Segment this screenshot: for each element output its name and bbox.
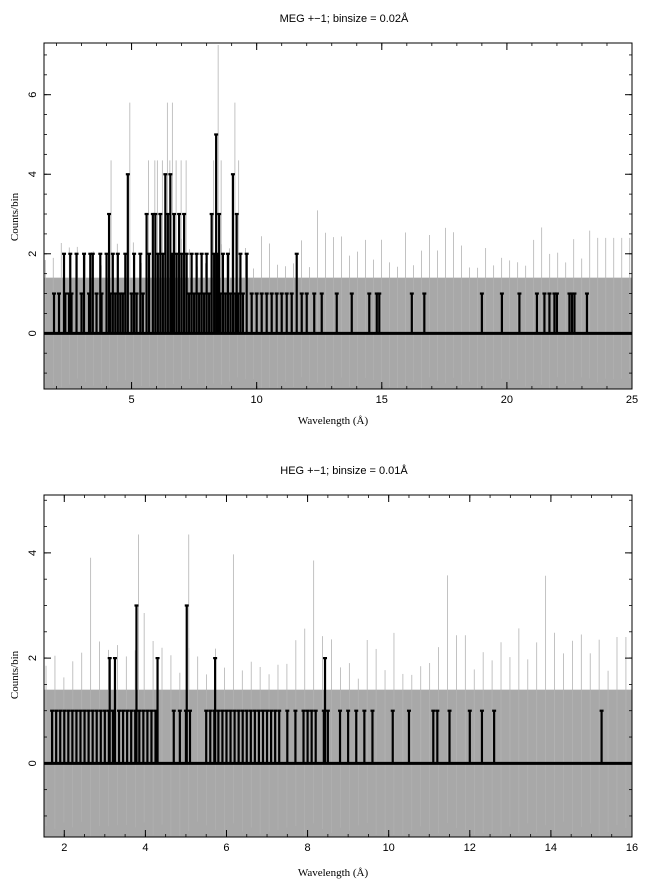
meg-y-tick-label: 6 (27, 92, 39, 98)
heg-plot-frame (43, 494, 633, 838)
meg-chart-title: MEG +−1; binsize = 0.02Å (280, 12, 409, 25)
heg-x-tick-label: 14 (545, 842, 557, 854)
heg-chart-title: HEG +−1; binsize = 0.01Å (280, 464, 408, 477)
meg-y-axis-label: Counts/bin (9, 192, 21, 241)
heg-x-tick-label: 12 (464, 842, 476, 854)
heg-x-tick-label: 6 (223, 842, 229, 854)
meg-plot-frame (43, 42, 633, 390)
meg-x-tick-label: 15 (376, 394, 388, 406)
heg-chart: HEG +−1; binsize = 0.01Å 2 4 6 8 10 12 14 16 0 2… (9, 464, 638, 879)
meg-x-tick-label: 5 (129, 394, 135, 406)
heg-x-tick-label: 10 (383, 842, 395, 854)
heg-y-tick-label: 4 (27, 550, 39, 556)
meg-x-axis-label: Wavelength (Å) (298, 415, 369, 427)
heg-x-axis-label: Wavelength (Å) (298, 867, 369, 879)
meg-chart: MEG +−1; binsize = 0.02Å 5 10 15 20 25 0246 … (9, 12, 638, 427)
meg-y-tick-label: 2 (27, 251, 39, 257)
heg-x-tick-label: 16 (626, 842, 638, 854)
heg-y-tick-label: 0 (27, 760, 39, 766)
meg-x-tick-label: 20 (501, 394, 513, 406)
heg-y-axis-label: Counts/bin (9, 650, 21, 699)
meg-x-tick-label: 10 (251, 394, 263, 406)
meg-y-tick-label: 0 (27, 330, 39, 336)
meg-x-tick-label: 25 (626, 394, 638, 406)
heg-x-tick-label: 2 (61, 842, 67, 854)
heg-x-tick-label: 4 (142, 842, 148, 854)
meg-y-tick-label: 4 (27, 171, 39, 177)
heg-x-tick-label: 8 (305, 842, 311, 854)
heg-y-tick-label: 2 (27, 655, 39, 661)
